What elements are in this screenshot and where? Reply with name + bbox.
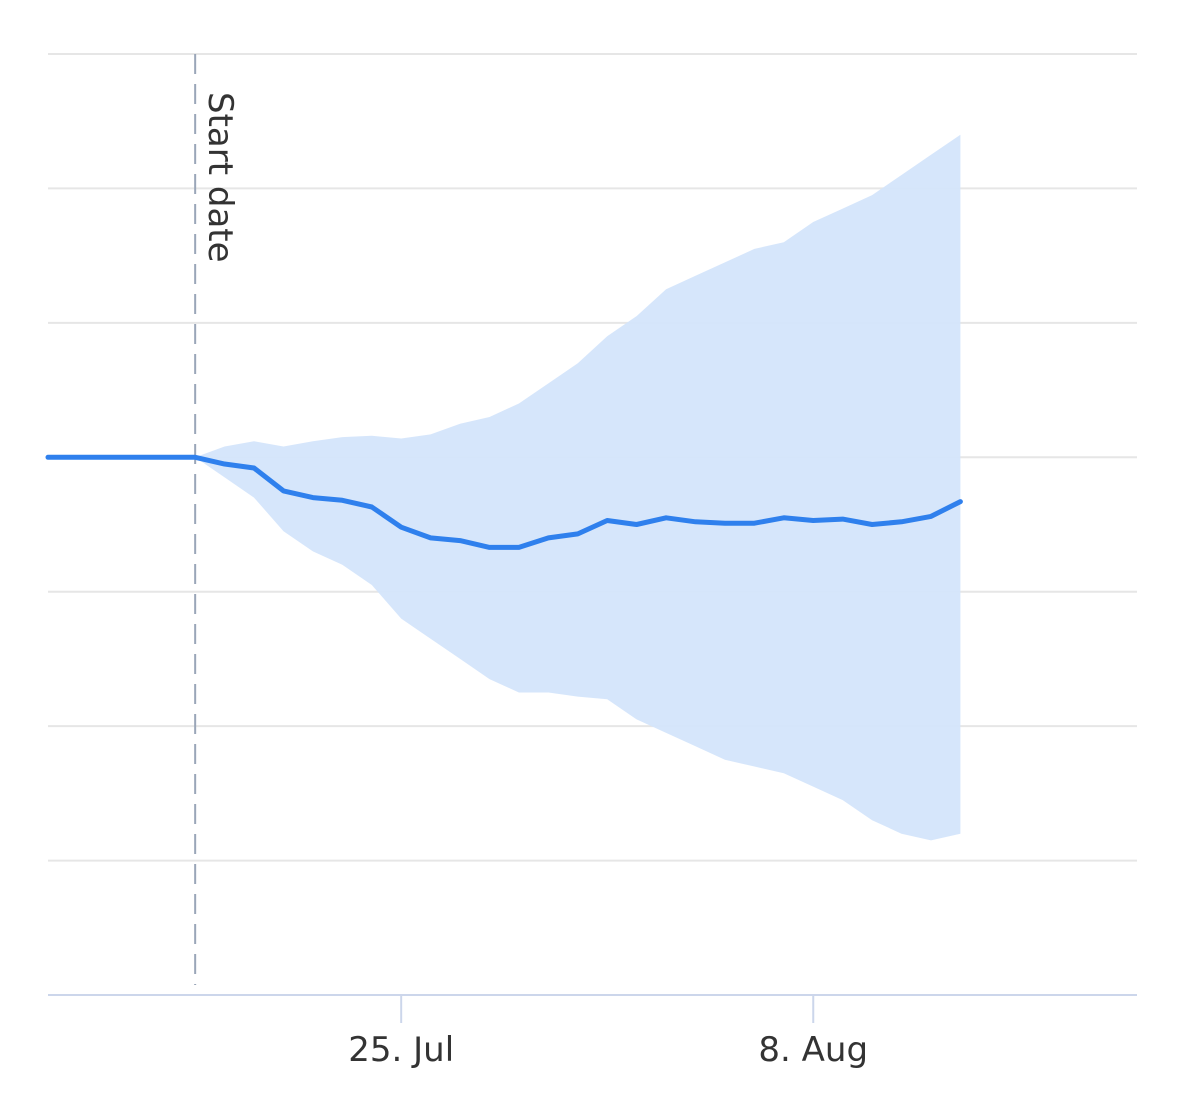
confidence-band-layer — [195, 134, 961, 841]
x-axis-tick-label: 25. Jul — [348, 1030, 454, 1070]
forecast-line — [45, 454, 963, 550]
forecast-line-layer — [45, 454, 963, 550]
confidence-band — [195, 134, 961, 841]
x-axis-tick-label: 8. Aug — [758, 1030, 868, 1070]
x-axis: 25. Jul 8. Aug — [48, 994, 1137, 1070]
start-date-plotline-layer: Start date — [194, 54, 240, 985]
start-date-label: Start date — [200, 92, 240, 263]
